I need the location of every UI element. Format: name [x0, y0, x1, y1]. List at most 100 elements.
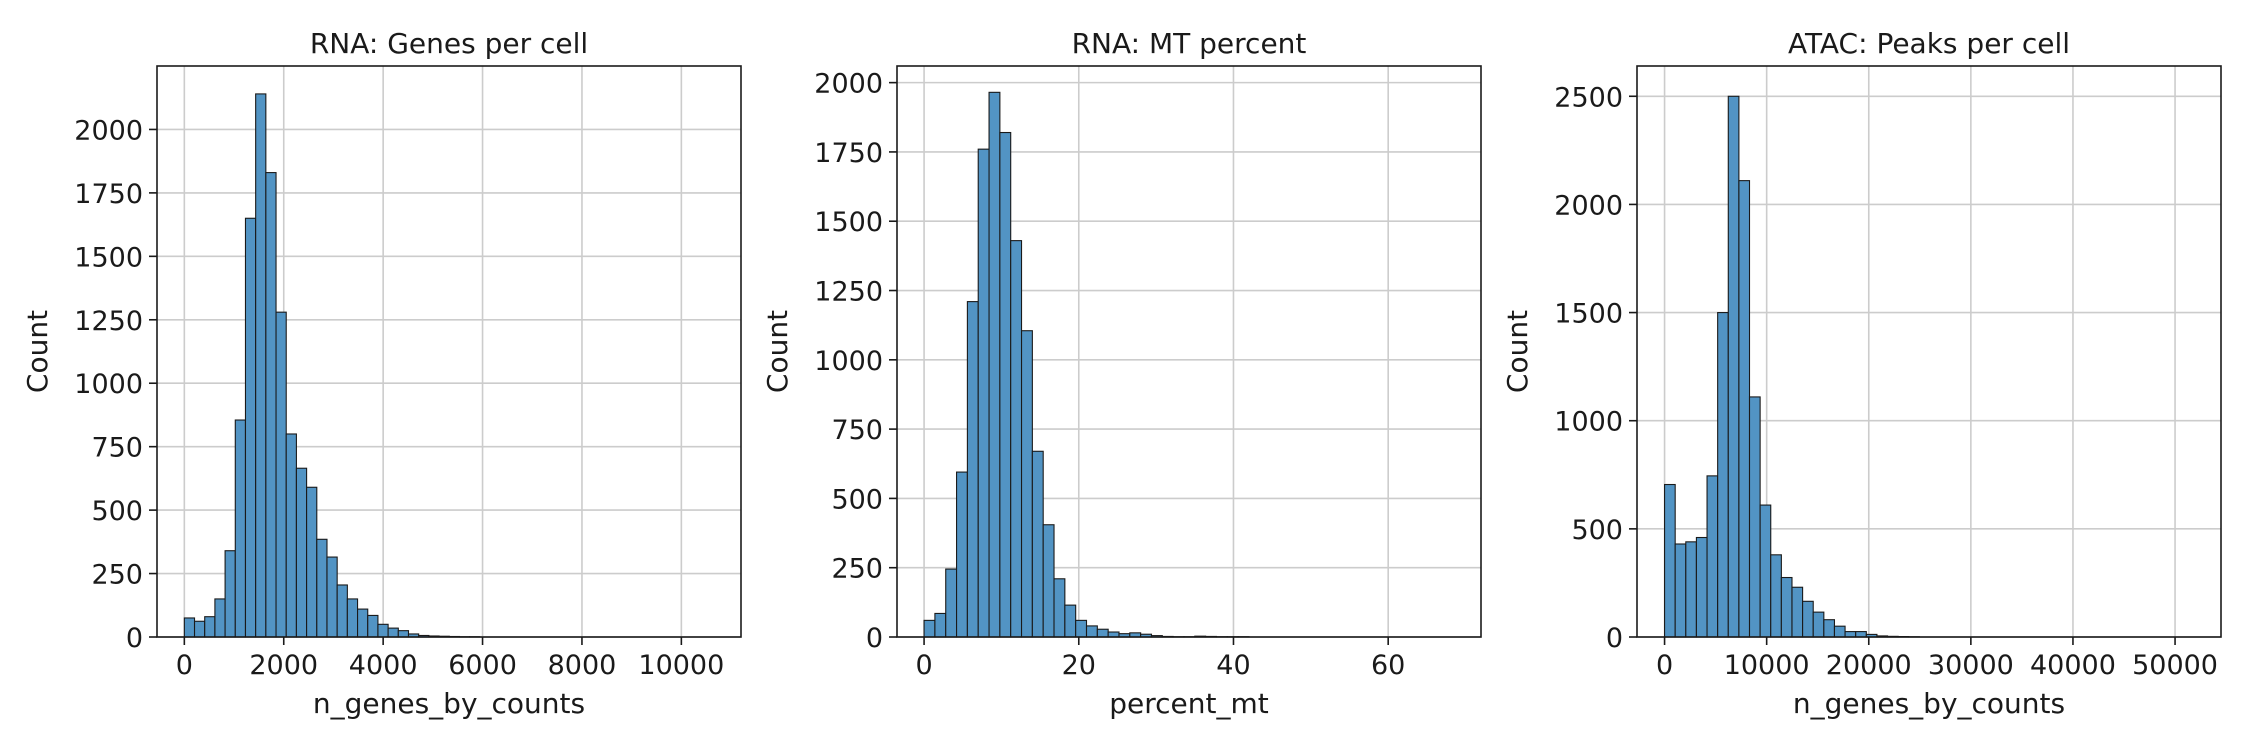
y-tick-label: 500: [1571, 515, 1623, 546]
histogram-bar: [1695, 536, 1708, 638]
histogram-bar: [1020, 330, 1033, 638]
y-tick-label: 1500: [1554, 299, 1623, 330]
chart-3: 0 10000 20000 30000 40000 50000 0 500 1000 1500 20…: [1501, 27, 2222, 720]
histogram-bar: [1812, 611, 1825, 638]
histogram-bar: [1010, 240, 1023, 638]
histogram-bar: [397, 630, 410, 638]
y-tick-label: 1250: [814, 277, 883, 308]
x-tick-label: 0: [915, 650, 932, 681]
y-tick-label: 500: [831, 484, 883, 515]
histogram-bar: [244, 217, 257, 638]
histogram-bar: [214, 598, 226, 638]
y-tick-label: 500: [91, 496, 143, 527]
y-tick-label: 2000: [74, 115, 143, 146]
histogram-bar: [945, 568, 958, 638]
y-tick-label: 1750: [814, 138, 883, 169]
histogram-bar: [275, 311, 287, 638]
histogram-bar: [1706, 475, 1719, 638]
y-tick-label: 1000: [1554, 407, 1623, 438]
histogram-bar: [1748, 396, 1761, 638]
x-axis-label: percent_mt: [1109, 687, 1269, 720]
chart-title: RNA: Genes per cell: [310, 27, 588, 60]
histogram-bar: [1802, 600, 1814, 638]
x-axis-label: n_genes_by_counts: [1793, 687, 2065, 720]
y-axis-label: Count: [21, 310, 54, 393]
histogram-bar: [1770, 554, 1782, 638]
x-tick-label: 2000: [249, 650, 318, 681]
histogram-bar: [204, 616, 216, 638]
plot-frame: [1636, 65, 2222, 638]
histogram-bar: [1844, 631, 1857, 638]
y-tick-label: 750: [831, 415, 883, 446]
histogram-bar: [387, 627, 399, 638]
chart-2: 0 20 40 60 0 250 500 750 1000 1250 1500 1750 2000 RNA…: [761, 27, 1482, 720]
histogram-bar: [265, 172, 277, 638]
y-tick-label: 1500: [74, 242, 143, 273]
chart-1: 0 2000 4000 6000 8000 10000 0 250 500 750 1000 1250…: [21, 27, 742, 720]
y-axis-label: Count: [761, 310, 794, 393]
histogram-bar: [295, 467, 308, 638]
histogram-bar: [1096, 628, 1109, 638]
histogram-bar: [1780, 576, 1793, 638]
y-tick-label: 1000: [814, 346, 883, 377]
histogram-bar: [326, 556, 338, 638]
histogram-bar: [285, 433, 297, 638]
plot-frame: [156, 65, 742, 638]
histogram-bar: [367, 614, 379, 638]
y-tick-label: 2000: [1554, 190, 1623, 221]
histogram-bar: [966, 301, 979, 638]
y-tick-label: 1500: [814, 207, 883, 238]
histogram-bar: [255, 93, 267, 638]
histogram-bar: [1738, 180, 1751, 638]
histogram-bar: [193, 620, 206, 638]
x-tick-label: 40: [1216, 650, 1250, 681]
y-tick-label: 0: [126, 623, 143, 654]
histogram-bar: [234, 419, 247, 638]
y-tick-label: 0: [866, 623, 883, 654]
histogram-bar: [1855, 631, 1867, 638]
histogram-bar: [999, 131, 1012, 638]
histogram-bar: [1664, 483, 1676, 638]
x-tick-label: 40000: [2030, 650, 2116, 681]
histogram-bar: [1685, 541, 1697, 638]
x-tick-label: 8000: [548, 650, 617, 681]
x-tick-label: 20: [1062, 650, 1096, 681]
histogram-bar: [1791, 586, 1804, 638]
y-tick-label: 1750: [74, 179, 143, 210]
x-tick-label: 10000: [638, 650, 724, 681]
x-tick-label: 10000: [1724, 650, 1810, 681]
histogram-bar: [1833, 625, 1846, 638]
histogram-bar: [1075, 619, 1088, 638]
histogram-bar: [336, 584, 348, 638]
y-axis-label: Count: [1501, 310, 1534, 393]
y-tick-label: 2000: [814, 69, 883, 100]
x-tick-label: 30000: [1928, 650, 2014, 681]
y-tick-label: 0: [1606, 623, 1623, 654]
histogram-bar: [346, 598, 359, 638]
histogram-bar: [1031, 450, 1044, 638]
histogram-bar: [1759, 504, 1772, 638]
y-tick-label: 2500: [1554, 82, 1623, 113]
x-tick-label: 0: [176, 650, 193, 681]
x-tick-label: 4000: [349, 650, 418, 681]
x-tick-label: 60: [1371, 650, 1405, 681]
histogram-bar: [183, 617, 196, 638]
histogram-bar: [306, 486, 318, 638]
y-tick-label: 250: [91, 560, 143, 591]
histogram-bar: [224, 550, 236, 638]
histogram-bar: [1674, 543, 1687, 638]
chart-title: RNA: MT percent: [1072, 27, 1307, 60]
histogram-bar: [977, 148, 990, 638]
y-tick-label: 750: [91, 433, 143, 464]
histogram-bar: [1727, 95, 1740, 638]
histogram-bar: [1064, 604, 1077, 638]
x-tick-label: 50000: [2132, 650, 2218, 681]
y-tick-label: 1000: [74, 369, 143, 400]
y-tick-label: 250: [831, 554, 883, 585]
histogram-bar: [934, 612, 947, 638]
histogram-bar: [316, 538, 328, 638]
y-tick-label: 1250: [74, 306, 143, 337]
x-axis-label: n_genes_by_counts: [313, 687, 585, 720]
x-tick-label: 0: [1656, 650, 1673, 681]
